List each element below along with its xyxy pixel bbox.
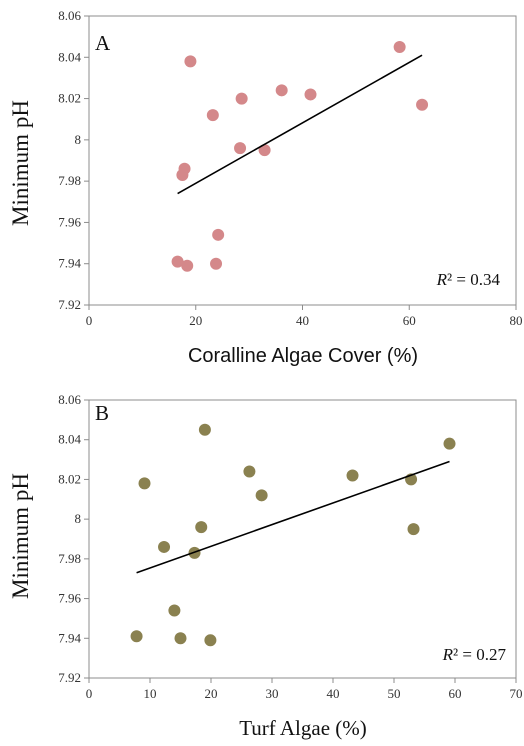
y-tick-label: 8.06 <box>58 8 81 23</box>
chart-panel-b: B Minimum pH Turf Algae (%) R² = 0.27 7.… <box>8 392 523 740</box>
y-tick-label: 8.02 <box>58 471 81 486</box>
y-tick-label: 7.98 <box>58 173 81 188</box>
x-tick-label: 80 <box>510 313 523 328</box>
panel-label: B <box>95 401 109 425</box>
x-tick-label: 40 <box>327 686 340 701</box>
x-tick-label: 0 <box>86 313 93 328</box>
y-tick-label: 7.92 <box>58 670 81 685</box>
r-symbol: R <box>442 645 454 664</box>
y-axis-title: Minimum pH <box>8 473 33 599</box>
data-point <box>255 489 268 502</box>
r-squared-superscript: ² <box>447 270 452 289</box>
data-point <box>171 255 184 268</box>
data-point <box>443 437 456 450</box>
data-point <box>304 88 317 101</box>
r-squared-annotation: R² = 0.27 <box>442 645 507 664</box>
trend-line <box>136 460 450 574</box>
x-tick-label: 10 <box>144 686 157 701</box>
y-tick-label: 7.96 <box>58 214 81 229</box>
chart-panel-a: A Minimum pH Coralline Algae Cover (%) R… <box>8 8 523 367</box>
data-point <box>275 84 288 97</box>
data-point <box>198 423 211 436</box>
x-tick-label: 70 <box>510 686 523 701</box>
y-tick-label: 8.04 <box>58 432 81 447</box>
data-point <box>168 604 181 617</box>
data-point <box>407 523 420 536</box>
panel-label: A <box>95 31 111 55</box>
plot-frame <box>88 15 517 306</box>
x-axis-title: Turf Algae (%) <box>239 716 367 740</box>
data-point <box>235 92 248 105</box>
r-squared-superscript: ² <box>453 645 458 664</box>
x-tick-label: 30 <box>266 686 279 701</box>
x-tick-label: 0 <box>86 686 93 701</box>
y-tick-label: 7.96 <box>58 591 81 606</box>
y-tick-label: 8 <box>75 132 82 147</box>
r-squared-value: = 0.34 <box>452 270 500 289</box>
data-point <box>210 257 223 270</box>
y-tick-label: 8 <box>75 511 82 526</box>
r-squared-annotation: R² = 0.34 <box>436 270 501 289</box>
y-tick-label: 8.06 <box>58 392 81 407</box>
x-axis-title: Coralline Algae Cover (%) <box>188 345 418 367</box>
data-point <box>158 540 171 553</box>
data-point <box>258 144 271 157</box>
y-tick-label: 8.02 <box>58 91 81 106</box>
data-point <box>393 40 406 53</box>
data-point <box>174 632 187 645</box>
y-tick-label: 8.04 <box>58 49 81 64</box>
data-point <box>416 98 429 111</box>
x-tick-label: 40 <box>296 313 309 328</box>
x-tick-label: 60 <box>449 686 462 701</box>
x-tick-label: 60 <box>403 313 416 328</box>
data-point <box>181 259 194 272</box>
data-point <box>243 465 256 478</box>
trend-line <box>177 54 423 195</box>
data-point <box>138 477 151 490</box>
y-tick-label: 7.94 <box>58 256 81 271</box>
data-point <box>206 109 219 122</box>
x-tick-label: 20 <box>189 313 202 328</box>
data-point <box>178 162 191 175</box>
y-tick-label: 7.98 <box>58 551 81 566</box>
data-point <box>234 142 247 155</box>
x-tick-label: 20 <box>205 686 218 701</box>
y-tick-label: 7.92 <box>58 297 81 312</box>
y-axis-title: Minimum pH <box>8 100 33 226</box>
plot-frame <box>88 399 517 679</box>
data-point <box>195 521 208 534</box>
r-symbol: R <box>436 270 448 289</box>
data-point <box>346 469 359 482</box>
data-point <box>184 55 197 68</box>
y-tick-label: 7.94 <box>58 630 81 645</box>
data-point <box>212 228 225 241</box>
data-point <box>204 634 217 647</box>
x-tick-label: 50 <box>388 686 401 701</box>
r-squared-value: = 0.27 <box>458 645 506 664</box>
data-point <box>130 630 143 643</box>
